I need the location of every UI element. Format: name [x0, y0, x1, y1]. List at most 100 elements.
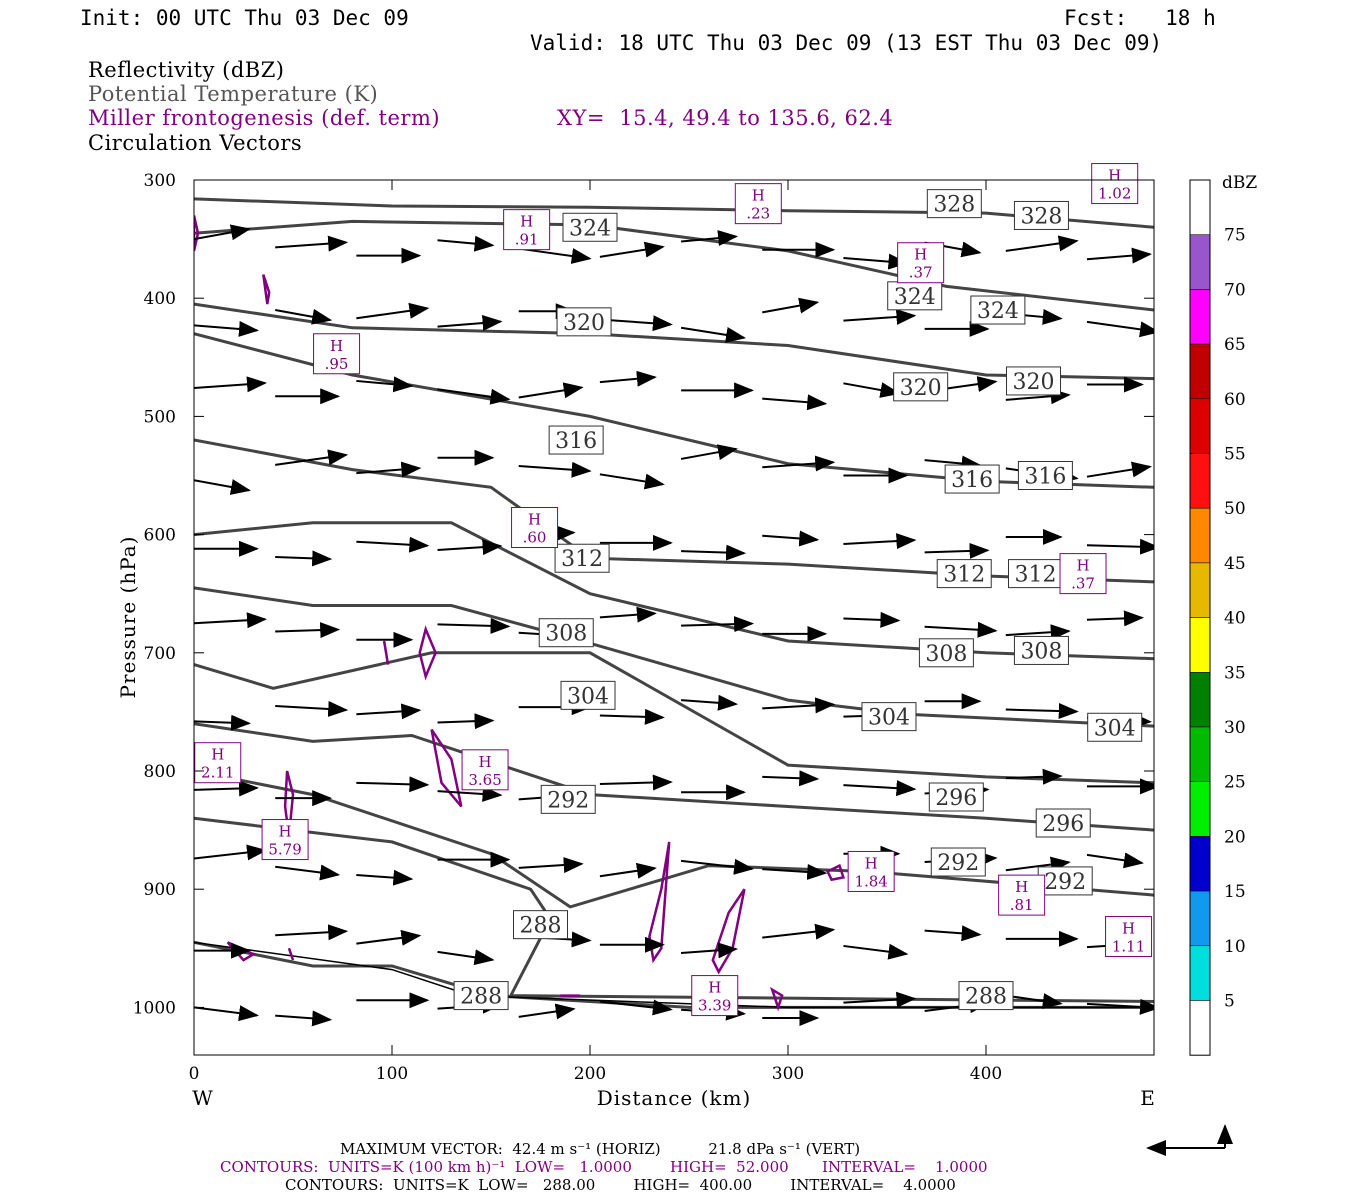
frontogenesis-contour [648, 841, 671, 964]
frontogenesis-high-box [691, 975, 739, 1017]
colorbar: dBZ 75 70 65 60 55 50 45 40 35 30 25 20 15 10 5 [1189, 173, 1257, 1056]
colorbar-segment [1189, 945, 1211, 1001]
forecast-hour: Fcst: 18 h [1064, 6, 1216, 30]
frontogenesis-high-letter: H [528, 511, 541, 529]
circulation-vector [356, 536, 430, 553]
circulation-vector [681, 616, 755, 633]
west-label: W [192, 1086, 214, 1110]
circulation-vector [275, 924, 349, 941]
theta-label-box [562, 212, 618, 242]
circulation-vector [356, 776, 430, 793]
frontogenesis-high: H.81 [998, 874, 1046, 916]
frontogenesis-high-value: 1.02 [1098, 185, 1131, 203]
theta-label-value: 292 [937, 851, 979, 876]
frontogenesis-high-letter: H [865, 854, 878, 872]
frontogenesis-high-box [503, 209, 551, 251]
circulation-vector [1086, 320, 1154, 338]
circulation-vector [843, 253, 909, 270]
frontogenesis-high-letter: H [520, 213, 533, 231]
theta-label-box [936, 559, 992, 589]
theta-label-value: 292 [547, 788, 589, 813]
x-axis-label: Distance (km) [597, 1086, 752, 1110]
frontogenesis-high-value: .37 [1071, 575, 1095, 593]
circulation-vector [680, 326, 747, 343]
circulation-vector [843, 382, 901, 398]
circulation-vector [843, 533, 917, 550]
circulation-vector [1086, 461, 1152, 478]
colorbar-label: 45 [1224, 554, 1246, 574]
theta-label: 308 [538, 618, 594, 648]
theta-label: 320 [1006, 366, 1062, 396]
circulation-vector [275, 308, 333, 325]
frontogenesis-high-box [313, 333, 361, 375]
circulation-vector [437, 617, 511, 634]
colorbar-segment [1189, 617, 1211, 673]
theta-label: 304 [861, 702, 917, 732]
theta-label-box [1006, 366, 1062, 396]
theta-label-value: 316 [1024, 465, 1066, 490]
theta-label-box [944, 464, 1000, 494]
theta-label-box [513, 910, 568, 940]
theta-line [194, 219, 1154, 312]
frontogenesis-high-box [998, 874, 1046, 916]
colorbar-label: 70 [1224, 280, 1246, 300]
colorbar-label: 10 [1224, 937, 1246, 957]
theta-label-value: 296 [1042, 812, 1084, 837]
frontogenesis-contour [262, 274, 271, 305]
theta-label-box [970, 295, 1026, 325]
theta-label-box [540, 784, 596, 814]
colorbar-segment [1189, 890, 1211, 947]
frontogenesis-high-value: 5.79 [268, 841, 301, 859]
x-tick-label: 0 [189, 1064, 200, 1084]
reference-vector [1146, 1124, 1233, 1156]
theta-label-box [538, 618, 594, 648]
frontogenesis-high: H.91 [503, 209, 551, 251]
circulation-vector [1005, 993, 1063, 1009]
y-axis-label: Pressure (hPa) [116, 536, 140, 699]
theta-label: 328 [926, 189, 982, 219]
circulation-vector [681, 942, 739, 959]
frontogenesis-high-box [1059, 553, 1107, 595]
theta-label: 316 [548, 425, 604, 455]
frontogenesis-high-box [1105, 915, 1153, 957]
colorbar-label: 40 [1224, 609, 1246, 629]
frontogenesis-high-value: .37 [909, 264, 933, 282]
theta-label: 288 [513, 910, 568, 940]
circulation-vector [762, 863, 828, 880]
theta-label-box [1017, 461, 1073, 490]
circulation-vector [437, 315, 503, 331]
theta-label: 292 [930, 847, 986, 877]
theta-label-box [556, 307, 612, 337]
theta-label-value: 320 [563, 311, 605, 336]
theta-label: 324 [970, 295, 1026, 325]
circulation-vector [275, 235, 349, 252]
frontogenesis-high-letter: H [1015, 878, 1028, 896]
frontogenesis-contour [194, 215, 200, 252]
circulation-vector [843, 611, 901, 628]
frontogenesis-high-letter: H [914, 246, 927, 264]
y-tick-label: 600 [144, 526, 176, 546]
y-tick-label: 900 [144, 880, 176, 900]
circulation-vector [843, 943, 909, 960]
theta-label-box [1035, 808, 1091, 838]
legend-vectors: Circulation Vectors [88, 131, 303, 155]
x-tick-label: 200 [574, 1064, 606, 1084]
frontogenesis-high-box [511, 507, 559, 549]
circulation-vector [599, 708, 665, 725]
colorbar-title: dBZ [1222, 173, 1257, 193]
colorbar-label: 30 [1224, 718, 1246, 738]
colorbar-segment [1189, 836, 1211, 892]
theta-label: 296 [1035, 808, 1091, 838]
frontogenesis-contour [769, 986, 784, 1012]
frontogenesis-high-letter: H [752, 187, 765, 205]
theta-label-value: 304 [868, 706, 910, 731]
frontogenesis-high-letter: H [1076, 557, 1089, 575]
circulation-vector [518, 382, 584, 399]
circulation-vector [194, 224, 251, 241]
frontogenesis-high-letter: H [1122, 919, 1135, 937]
axes: 300 400 500 600 700 800 900 1000 0 100 200 300 400 Di… [116, 171, 1155, 1110]
theta-label-box [554, 543, 610, 573]
theta-label-box [1087, 712, 1143, 742]
colorbar-label: 15 [1224, 882, 1246, 902]
